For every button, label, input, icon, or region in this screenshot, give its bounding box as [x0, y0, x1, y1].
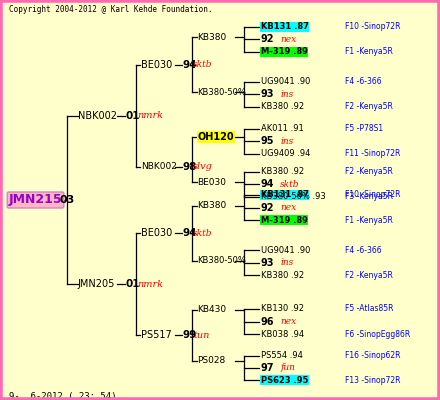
- Text: 9-  6-2012 ( 23: 54): 9- 6-2012 ( 23: 54): [9, 392, 116, 400]
- Text: UG9041 .90: UG9041 .90: [261, 246, 310, 255]
- Text: KB380-50% .93: KB380-50% .93: [261, 192, 326, 201]
- Text: sktb: sktb: [193, 229, 213, 238]
- Text: F1 -Kenya5R: F1 -Kenya5R: [345, 47, 393, 56]
- Text: ins: ins: [280, 258, 293, 267]
- Text: AK011 .91: AK011 .91: [261, 124, 304, 133]
- Text: BE030: BE030: [141, 228, 172, 238]
- Text: slvg: slvg: [193, 162, 213, 171]
- Text: 01: 01: [126, 279, 140, 289]
- Text: PS623 .95: PS623 .95: [261, 376, 308, 385]
- Text: BE030: BE030: [198, 178, 227, 187]
- Text: F1 -Kenya5R: F1 -Kenya5R: [345, 216, 393, 225]
- Text: sktb: sktb: [193, 60, 213, 69]
- Text: M-319 .89: M-319 .89: [261, 47, 308, 56]
- Text: UG9409 .94: UG9409 .94: [261, 149, 310, 158]
- Text: ins: ins: [280, 90, 293, 99]
- Text: 97: 97: [261, 363, 275, 373]
- Text: nex: nex: [280, 203, 297, 212]
- Text: F2 -Kenya5R: F2 -Kenya5R: [345, 167, 393, 176]
- Text: KB380: KB380: [198, 33, 227, 42]
- Text: ins: ins: [280, 137, 293, 146]
- Text: F10 -Sinop72R: F10 -Sinop72R: [345, 190, 400, 200]
- Text: M-319 .89: M-319 .89: [261, 216, 308, 225]
- Text: 92: 92: [261, 203, 275, 213]
- Text: F4 -6-366: F4 -6-366: [345, 77, 381, 86]
- Text: fun: fun: [280, 363, 295, 372]
- Text: PS554 .94: PS554 .94: [261, 351, 303, 360]
- Text: F16 -Sinop62R: F16 -Sinop62R: [345, 351, 400, 360]
- Text: KB038 .94: KB038 .94: [261, 330, 304, 338]
- Text: KB380 .92: KB380 .92: [261, 271, 304, 280]
- Text: F13 -Sinop72R: F13 -Sinop72R: [345, 376, 400, 385]
- Text: F6 -SinopEgg86R: F6 -SinopEgg86R: [345, 330, 410, 338]
- Text: KB380 .92: KB380 .92: [261, 167, 304, 176]
- Text: NBK002: NBK002: [78, 111, 117, 121]
- Text: KB380-50%: KB380-50%: [198, 88, 246, 97]
- Text: PS028: PS028: [198, 356, 226, 365]
- Text: KB380-50%: KB380-50%: [198, 256, 246, 265]
- Text: OH120: OH120: [198, 132, 234, 142]
- Text: 99: 99: [183, 330, 197, 340]
- Text: F3 -Kenya5R: F3 -Kenya5R: [345, 192, 393, 201]
- Text: 98: 98: [183, 162, 197, 172]
- Text: KB131 .87: KB131 .87: [261, 22, 309, 31]
- Text: NBK002: NBK002: [141, 162, 176, 171]
- Text: F2 -Kenya5R: F2 -Kenya5R: [345, 271, 393, 280]
- Text: F4 -6-366: F4 -6-366: [345, 246, 381, 255]
- Text: UG9041 .90: UG9041 .90: [261, 77, 310, 86]
- Text: nmrk: nmrk: [137, 280, 163, 289]
- Text: 94: 94: [261, 179, 275, 189]
- Text: JMN205: JMN205: [78, 279, 115, 289]
- Text: F11 -Sinop72R: F11 -Sinop72R: [345, 149, 400, 158]
- Text: KB131 .87: KB131 .87: [261, 190, 309, 200]
- Text: PS517: PS517: [141, 330, 172, 340]
- Text: F2 -Kenya5R: F2 -Kenya5R: [345, 102, 393, 111]
- Text: JMN215: JMN215: [9, 194, 62, 206]
- Text: 96: 96: [261, 316, 275, 326]
- Text: KB430: KB430: [198, 305, 227, 314]
- Text: 94: 94: [183, 60, 198, 70]
- Text: KB380: KB380: [198, 201, 227, 210]
- Text: nex: nex: [280, 35, 297, 44]
- Text: F10 -Sinop72R: F10 -Sinop72R: [345, 22, 400, 31]
- Text: nmrk: nmrk: [137, 111, 163, 120]
- Text: 93: 93: [261, 258, 275, 268]
- Text: BE030: BE030: [141, 60, 172, 70]
- Text: 03: 03: [59, 195, 75, 205]
- Text: tun: tun: [193, 331, 209, 340]
- Text: F5 -Atlas85R: F5 -Atlas85R: [345, 304, 393, 314]
- Text: Copyright 2004-2012 @ Karl Kehde Foundation.: Copyright 2004-2012 @ Karl Kehde Foundat…: [9, 5, 212, 14]
- Text: 95: 95: [261, 136, 275, 146]
- Text: 94: 94: [183, 228, 198, 238]
- Text: F5 -P78S1: F5 -P78S1: [345, 124, 383, 133]
- Text: KB130 .92: KB130 .92: [261, 304, 304, 314]
- Text: KB380 .92: KB380 .92: [261, 102, 304, 111]
- Text: 01: 01: [126, 111, 140, 121]
- Text: 92: 92: [261, 34, 275, 44]
- Text: 93: 93: [261, 89, 275, 99]
- Text: nex: nex: [280, 317, 297, 326]
- Text: sktb: sktb: [280, 180, 300, 189]
